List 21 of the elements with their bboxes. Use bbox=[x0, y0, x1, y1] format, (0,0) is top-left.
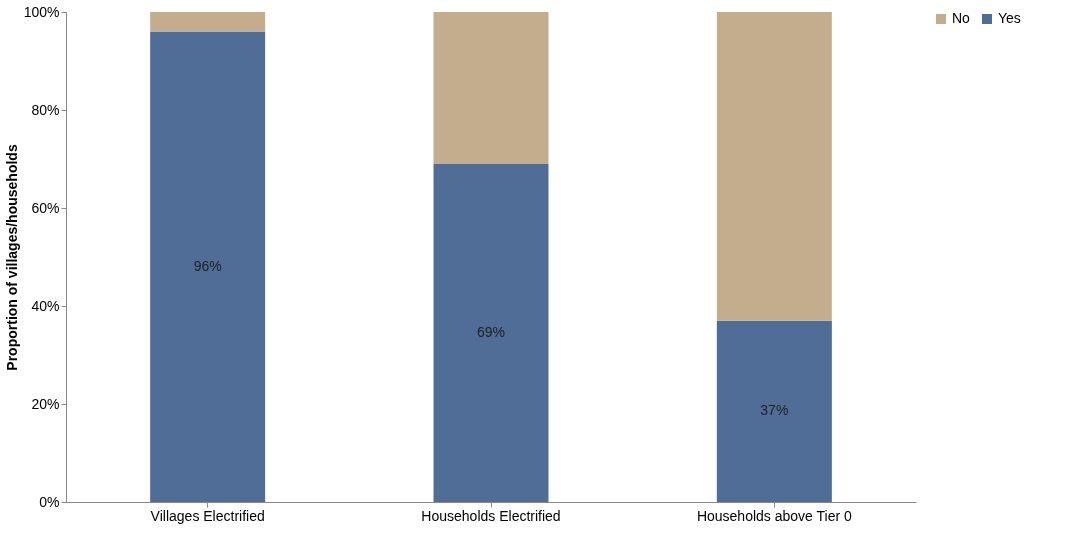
bar bbox=[433, 163, 549, 502]
y-tick-label: 20% bbox=[31, 395, 60, 412]
y-tick-label: 100% bbox=[23, 3, 60, 20]
bar bbox=[433, 12, 549, 164]
x-tick-label: Villages Electrified bbox=[150, 507, 265, 524]
y-tick-label: 0% bbox=[39, 493, 60, 510]
legend-label: No bbox=[952, 10, 971, 26]
bar bbox=[716, 320, 832, 502]
x-tick-label: Households above Tier 0 bbox=[696, 507, 852, 524]
y-tick-label: 80% bbox=[31, 101, 60, 118]
data-label: 37% bbox=[760, 402, 789, 419]
y-axis-title: Proportion of villages/households bbox=[3, 144, 20, 371]
bar bbox=[150, 12, 266, 32]
y-tick-label: 60% bbox=[31, 199, 60, 216]
data-label: 69% bbox=[476, 323, 506, 340]
bar bbox=[716, 12, 832, 321]
legend-label: Yes bbox=[998, 10, 1021, 26]
bar bbox=[150, 31, 266, 502]
x-tick-label: Households Electrified bbox=[421, 507, 561, 524]
y-tick-label: 40% bbox=[31, 297, 60, 314]
data-label: 96% bbox=[193, 257, 222, 274]
